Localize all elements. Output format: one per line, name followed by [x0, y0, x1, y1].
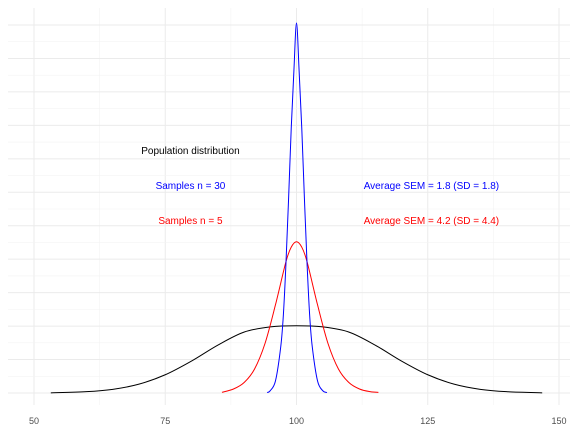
population-density-line: [50, 325, 543, 394]
annotation-sem-n5: Average SEM = 4.2 (SD = 4.4): [364, 216, 499, 227]
x-tick-label: 75: [160, 416, 170, 426]
annotation-population-distribution: Population distribution: [141, 146, 239, 157]
samples-n5-density-line: [221, 241, 379, 393]
series-lines: [50, 22, 543, 394]
x-axis-ticks: 50 75 100 125 150: [29, 416, 567, 426]
x-tick-label: 50: [29, 416, 39, 426]
annotation-samples-n5: Samples n = 5: [158, 216, 223, 227]
x-tick-label: 100: [289, 416, 304, 426]
annotation-sem-n30: Average SEM = 1.8 (SD = 1.8): [364, 181, 499, 192]
x-tick-label: 150: [551, 416, 566, 426]
annotations: Population distribution Samples n = 30 Sam…: [141, 146, 499, 227]
samples-n30-density-line: [266, 22, 328, 393]
annotation-samples-n30: Samples n = 30: [156, 181, 226, 192]
x-tick-label: 125: [420, 416, 435, 426]
